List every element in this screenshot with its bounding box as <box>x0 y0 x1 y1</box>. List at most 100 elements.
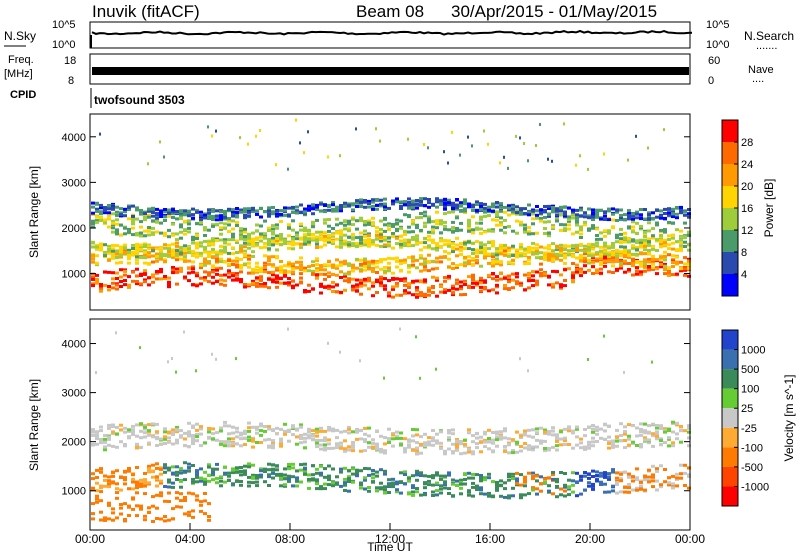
power-cell <box>511 286 515 290</box>
power-cell <box>563 279 567 282</box>
power-cell <box>451 207 455 210</box>
velocity-cell <box>503 445 507 448</box>
power-cell <box>183 219 187 223</box>
velocity-cell <box>395 482 399 486</box>
power-cell <box>535 243 539 247</box>
velocity-cell <box>515 481 519 485</box>
velocity-cell <box>523 478 527 482</box>
power-cell <box>211 255 215 259</box>
power-cell <box>467 247 471 251</box>
power-cell <box>627 240 631 244</box>
power-cell <box>187 279 191 283</box>
power-cell <box>239 136 241 140</box>
power-cell <box>207 211 211 215</box>
power-cell <box>99 132 101 136</box>
power-cell <box>379 235 383 239</box>
power-cell <box>571 262 575 265</box>
velocity-cell <box>387 482 391 486</box>
power-cell <box>271 243 275 247</box>
power-cell <box>343 227 347 231</box>
power-cell <box>451 291 455 295</box>
velocity-colorbar-tick-label: -25 <box>741 423 757 435</box>
velocity-cell <box>151 520 155 523</box>
power-cell <box>555 270 559 274</box>
power-cell <box>623 213 627 217</box>
power-cell <box>687 262 691 266</box>
velocity-cell <box>235 430 239 434</box>
power-cell <box>167 211 171 215</box>
velocity-cell <box>267 462 271 466</box>
velocity-cell <box>179 429 183 433</box>
power-cell <box>575 216 579 220</box>
velocity-cell <box>227 478 231 482</box>
velocity-cell <box>319 487 323 491</box>
velocity-cell <box>439 446 443 450</box>
power-cell <box>299 268 303 272</box>
power-cell <box>219 282 223 286</box>
velocity-cell <box>523 442 527 445</box>
power-cell <box>359 241 363 245</box>
power-cell <box>331 290 335 293</box>
power-cell <box>551 282 555 286</box>
power-cell <box>207 215 211 219</box>
power-cell <box>391 246 395 250</box>
power-cell <box>483 210 487 214</box>
power-cell <box>463 241 467 245</box>
power-cell <box>479 208 483 212</box>
power-cell <box>223 279 227 283</box>
velocity-cell <box>555 477 559 481</box>
power-cell <box>275 266 279 270</box>
x-tick-label: 00:00 <box>75 532 105 546</box>
velocity-cell <box>167 480 171 484</box>
power-cell <box>283 206 287 210</box>
power-cell <box>639 208 643 211</box>
velocity-cell <box>315 482 319 486</box>
power-cell <box>419 197 423 201</box>
power-cell <box>503 253 507 257</box>
velocity-cell <box>535 479 539 483</box>
power-cell <box>575 219 579 223</box>
power-cell <box>131 253 135 257</box>
velocity-cell <box>491 438 495 442</box>
power-cell <box>675 240 679 244</box>
power-cell <box>667 234 671 238</box>
power-cell <box>255 276 259 280</box>
power-cell <box>163 233 167 237</box>
velocity-cell <box>103 434 107 437</box>
velocity-cell <box>403 470 407 474</box>
velocity-cell <box>343 439 347 443</box>
power-cell <box>687 248 691 252</box>
power-cell <box>671 247 675 251</box>
velocity-cell <box>599 427 603 431</box>
velocity-cell <box>187 432 191 435</box>
velocity-cell <box>255 480 259 484</box>
velocity-cell <box>311 478 315 482</box>
velocity-cell <box>647 438 651 442</box>
velocity-cell <box>279 484 283 488</box>
power-cell <box>467 262 471 266</box>
velocity-cell <box>191 439 195 443</box>
power-cell <box>475 221 479 225</box>
power-cell <box>591 265 595 269</box>
velocity-cell <box>223 424 227 428</box>
power-cell <box>335 205 339 209</box>
velocity-cell <box>507 494 511 498</box>
velocity-cell <box>139 478 143 482</box>
power-cell <box>319 245 323 249</box>
power-cell <box>343 274 347 278</box>
power-cell <box>379 278 383 282</box>
velocity-cell <box>531 475 535 478</box>
velocity-cell <box>419 493 423 497</box>
power-cell <box>663 228 667 232</box>
power-cell <box>279 270 283 274</box>
velocity-cell <box>527 428 531 432</box>
power-cell <box>647 260 651 264</box>
power-cell <box>271 210 275 214</box>
velocity-cell <box>571 446 575 450</box>
power-cell <box>603 152 605 156</box>
velocity-cell <box>379 447 383 451</box>
velocity-cell <box>591 482 595 486</box>
power-cell <box>635 269 639 273</box>
velocity-cell <box>323 448 327 452</box>
velocity-cell <box>147 423 151 427</box>
